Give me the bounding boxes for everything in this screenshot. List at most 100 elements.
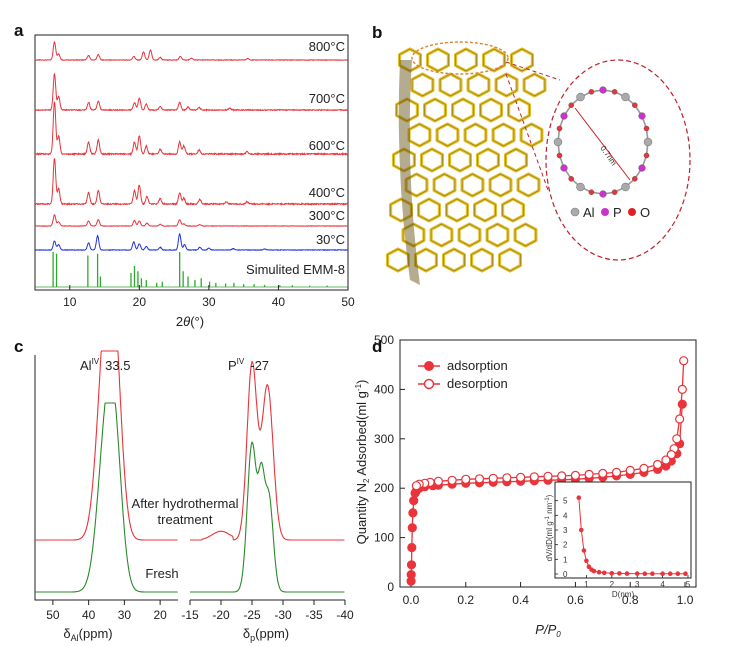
ring-atom <box>556 152 563 159</box>
framework-hexagon <box>522 72 547 98</box>
ring-atom <box>632 175 638 182</box>
inset-point <box>624 571 630 576</box>
isotherm-chart: 0.0 0.2 0.4 0.6 0.8 1.0 0 100 200 300 400 500 adsor… <box>354 333 697 639</box>
framework-hexagon-edge <box>461 173 484 197</box>
framework-hexagon-edge <box>439 73 462 97</box>
framework-hexagon <box>494 72 519 98</box>
framework-hexagon-edge <box>433 173 456 197</box>
inset-point <box>609 570 615 576</box>
isotherm-y-tick-label: 300 <box>374 432 394 446</box>
framework-hexagon-edge <box>505 148 527 172</box>
nmr-x-tick-label: 30 <box>118 608 132 622</box>
nmr-x-tick-label: -35 <box>305 608 323 622</box>
xrd-x-axis-label: 2θ(°) <box>176 314 204 329</box>
ring-atom <box>553 137 563 147</box>
ring-diameter-label: 0.7nm <box>598 144 618 168</box>
isotherm-point-desorption <box>488 473 498 483</box>
framework-hexagon <box>442 247 466 273</box>
isotherm-x-tick-label: 1.0 <box>677 593 694 607</box>
framework-hexagon <box>488 172 513 198</box>
isotherm-x-tick-label: 0.0 <box>403 593 420 607</box>
isotherm-point-desorption <box>570 470 581 480</box>
framework-hexagon <box>410 72 435 98</box>
xrd-series-label: Simulited EMM-8 <box>246 262 345 277</box>
framework-hexagon <box>479 97 503 123</box>
framework-hexagon-edge <box>467 73 490 97</box>
nmr-al-frame <box>34 355 178 601</box>
framework-hexagon <box>435 122 460 148</box>
inset-y-axis-label: dV/dD(ml g-1 nm-1) <box>545 494 554 561</box>
legend-p-label: P <box>613 205 622 220</box>
inset-point <box>596 569 602 575</box>
framework-tube <box>386 47 547 285</box>
inset-point <box>601 570 607 576</box>
inset-point <box>591 568 597 574</box>
ring-atom <box>599 86 607 94</box>
nmr-curve <box>190 360 345 541</box>
framework-hexagon-edge <box>430 223 453 247</box>
inset-point <box>650 571 655 577</box>
framework-hexagon-edge <box>502 198 524 222</box>
nmr-x-tick-label: 40 <box>82 608 96 622</box>
ring-atom <box>643 125 650 132</box>
inset-point <box>586 564 592 570</box>
framework-hexagon <box>448 147 472 173</box>
inset-point <box>642 571 648 577</box>
panel-label-d: d <box>372 337 382 356</box>
highlight-ring <box>411 41 509 75</box>
nmr-x-tick-label: 20 <box>153 608 167 622</box>
isotherm-x-tick-label: 0.8 <box>622 593 639 607</box>
ring-atom <box>643 152 650 159</box>
inset-x-axis-label: D(nm) <box>612 590 635 599</box>
xrd-series-label: 600°C <box>309 138 345 153</box>
inset-point <box>578 527 584 533</box>
isotherm-point-adsorption <box>677 399 687 409</box>
framework-hexagon <box>417 197 441 223</box>
inset-x-tick-label: 5 <box>686 580 691 589</box>
xrd-series-label: 300°C <box>309 208 345 223</box>
isotherm-point-desorption <box>679 356 689 366</box>
isotherm-point-desorption <box>474 474 485 484</box>
isotherm-point-desorption <box>543 471 553 481</box>
framework-hexagon <box>451 97 475 123</box>
xrd-frame <box>34 34 349 291</box>
framework-hexagon <box>491 122 516 148</box>
series-label-fresh: Fresh <box>145 566 178 581</box>
framework-hexagon <box>414 247 438 273</box>
isotherm-x-axis-label: P/P0 <box>535 622 561 639</box>
ring-atom <box>568 175 575 182</box>
p-peak-label: PIV -27 <box>228 357 269 373</box>
isotherm-point-adsorption <box>407 542 417 553</box>
atom-legend: Al P O <box>570 205 650 220</box>
isotherm-x-tick-label: 0.4 <box>512 593 529 607</box>
legend-o-dot <box>628 208 636 216</box>
xrd-curve-2 <box>35 101 349 157</box>
framework-shadow <box>398 60 420 285</box>
panel-label-c: c <box>14 337 23 356</box>
isotherm-point-desorption <box>652 459 663 470</box>
isotherm-y-tick-label: 200 <box>374 481 394 495</box>
xrd-curve-3 <box>34 158 349 207</box>
framework-hexagon <box>386 247 410 273</box>
xrd-curve-4 <box>35 214 348 227</box>
isotherm-x-tick-label: 0.2 <box>457 593 474 607</box>
legend-o-label: O <box>640 205 650 220</box>
ring-atom <box>576 182 585 192</box>
framework-hexagon <box>445 197 469 223</box>
nmr-curve <box>190 441 345 593</box>
ring-atom <box>638 164 646 172</box>
framework-hexagon-edge <box>474 198 496 222</box>
inset-point <box>683 571 688 577</box>
framework-hexagon-edge <box>443 248 465 272</box>
isotherm-point-desorption <box>666 450 676 460</box>
framework-hexagon-edge <box>508 98 530 122</box>
xrd-series-label: 800°C <box>309 39 345 54</box>
panel-label-b: b <box>372 23 382 42</box>
ring-atom <box>621 92 630 102</box>
legend-al-dot <box>570 207 580 217</box>
xrd-x-tick-label: 50 <box>341 295 355 309</box>
isotherm-point-desorption <box>661 455 671 465</box>
inset-y-tick-label: 3 <box>563 526 568 535</box>
nmr-chart: 50 40 30 20 -15 -20 -25 -30 -35 -40 AlIV 33.5 PIV -… <box>34 350 354 643</box>
ring-atom <box>556 125 563 132</box>
